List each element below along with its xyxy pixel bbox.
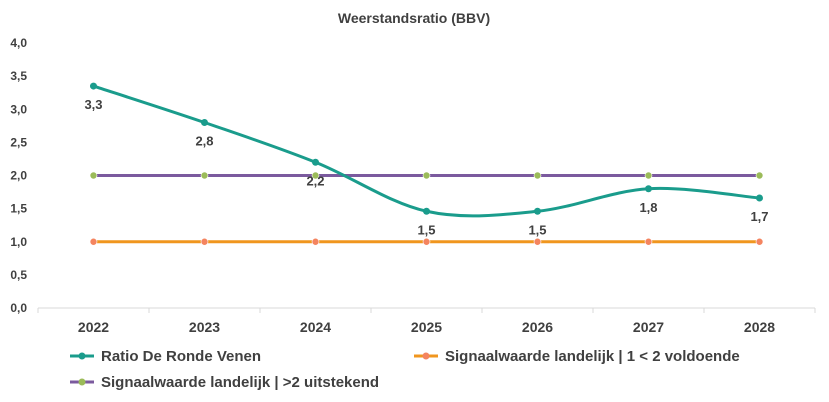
series-0-point xyxy=(534,207,541,215)
y-tick-label: 1,0 xyxy=(10,235,27,249)
chart-title: Weerstandsratio (BBV) xyxy=(338,10,490,26)
y-tick-label: 2,0 xyxy=(10,169,27,183)
legend-marker xyxy=(78,352,86,360)
data-label: 1,8 xyxy=(639,200,657,215)
series-1-point xyxy=(311,237,320,246)
y-axis: 0,0 0,5 1,0 1,5 2,0 2,5 3,0 3,5 4,0 xyxy=(10,36,27,315)
series-0-point xyxy=(201,119,208,126)
series-2-point xyxy=(311,171,320,180)
x-axis: 2022 2023 2024 2025 2026 2027 2028 xyxy=(37,307,816,335)
series-1-point xyxy=(89,237,98,246)
y-tick-label: 2,5 xyxy=(10,135,27,149)
series-2-point xyxy=(422,171,431,180)
legend-label: Signaalwaarde landelijk | 1 < 2 voldoend… xyxy=(445,348,740,365)
legend-marker xyxy=(78,378,86,386)
y-tick-label: 4,0 xyxy=(10,36,27,50)
x-tick-label: 2023 xyxy=(189,319,220,335)
legend-label: Ratio De Ronde Venen xyxy=(101,348,261,365)
series-0-point xyxy=(423,207,430,215)
x-tick-label: 2025 xyxy=(411,319,442,335)
series-0-point xyxy=(645,185,652,193)
series-2-point xyxy=(200,171,209,180)
x-tick-label: 2027 xyxy=(633,319,664,335)
series-1-point xyxy=(422,237,431,246)
data-label: 1,5 xyxy=(417,222,435,237)
series-line-0 xyxy=(93,84,760,218)
series-layer xyxy=(89,82,764,246)
series-1-point xyxy=(200,237,209,246)
data-label: 2,2 xyxy=(306,173,324,188)
series-0-point xyxy=(756,194,763,202)
series-2-point xyxy=(89,171,98,180)
data-label: 1,5 xyxy=(528,222,546,237)
legend-label: Signaalwaarde landelijk | >2 uitstekend xyxy=(101,374,379,391)
series-1-point xyxy=(533,237,542,246)
y-tick-label: 3,5 xyxy=(10,69,27,83)
data-label: 3,3 xyxy=(84,97,102,112)
data-label: 1,7 xyxy=(750,209,768,224)
legend: Ratio De Ronde Venen Signaalwaarde landel… xyxy=(70,348,740,391)
y-tick-label: 0,0 xyxy=(10,301,27,315)
x-tick-label: 2028 xyxy=(744,319,775,335)
y-tick-label: 3,0 xyxy=(10,102,27,116)
series-0-point xyxy=(90,82,97,90)
series-2-point xyxy=(755,171,764,180)
x-tick-label: 2022 xyxy=(78,319,109,335)
legend-marker xyxy=(422,352,430,360)
x-tick-label: 2024 xyxy=(300,319,331,335)
y-tick-label: 1,5 xyxy=(10,202,27,216)
series-0-point xyxy=(312,158,319,166)
x-tick-label: 2026 xyxy=(522,319,553,335)
series-1-point xyxy=(644,237,653,246)
series-2-point xyxy=(533,171,542,180)
series-2-point xyxy=(644,171,653,180)
series-1-point xyxy=(755,237,764,246)
y-tick-label: 0,5 xyxy=(10,268,27,282)
data-label: 2,8 xyxy=(195,134,213,149)
data-labels: 3,3 2,8 2,2 1,5 1,5 1,8 1,7 xyxy=(84,97,768,237)
